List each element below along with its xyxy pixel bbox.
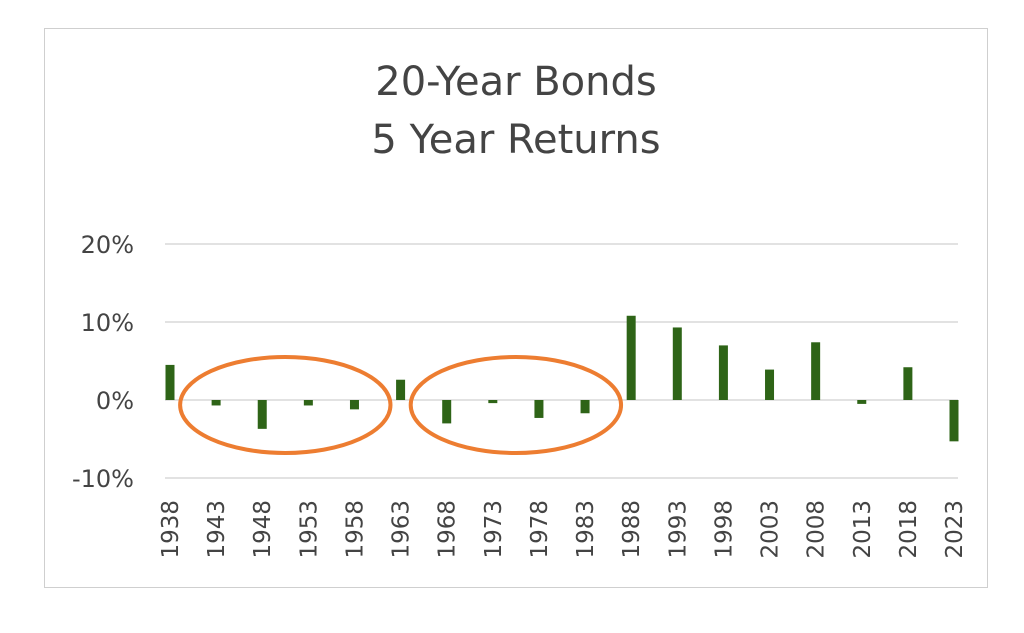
bar-1983 (580, 400, 590, 414)
bars (165, 315, 959, 442)
x-tick-label-1943: 1943 (204, 500, 230, 559)
highlight-ellipses (178, 355, 624, 455)
x-tick-label-1963: 1963 (389, 500, 415, 559)
bar-1973 (488, 400, 498, 404)
bar-1943 (211, 400, 221, 406)
bar-1978 (534, 400, 544, 418)
x-tick-label-1948: 1948 (250, 500, 276, 559)
y-tick-label: 10% (81, 309, 134, 337)
x-tick-label-1983: 1983 (573, 500, 599, 559)
x-tick-label-2013: 2013 (850, 500, 876, 559)
bar-2008 (811, 342, 821, 400)
bar-1968 (442, 400, 452, 424)
bar-2018 (903, 367, 913, 400)
bar-1988 (626, 315, 636, 400)
bar-1993 (672, 327, 682, 400)
chart-title-line-1: 20-Year Bonds (375, 59, 656, 105)
y-tick-label: 20% (81, 231, 134, 259)
highlight-ellipse-1 (178, 355, 393, 455)
bar-2003 (765, 369, 775, 400)
bar-1948 (257, 400, 267, 429)
bar-2023 (949, 400, 959, 442)
x-tick-label-1993: 1993 (665, 500, 691, 559)
x-tick-label-1953: 1953 (296, 500, 322, 559)
x-tick-label-1968: 1968 (435, 500, 461, 559)
x-axis-ticks: 1938 1943 1948 1953 1958 1963 1968 1973 1978 1983… (158, 500, 968, 559)
y-tick-label: -10% (72, 465, 134, 493)
chart-title-line-2: 5 Year Returns (371, 117, 660, 163)
x-tick-label-1938: 1938 (158, 500, 184, 559)
highlight-ellipse-2 (408, 355, 624, 455)
x-tick-label-1998: 1998 (711, 500, 737, 559)
y-axis-ticks: 20% 10% 0% -10% (72, 231, 134, 493)
gridlines (165, 243, 958, 479)
bar-1953 (303, 400, 313, 406)
x-tick-label-1988: 1988 (619, 500, 645, 559)
x-tick-label-2018: 2018 (896, 500, 922, 559)
chart-title: 20-Year Bonds 5 Year Returns (371, 59, 660, 163)
x-tick-label-1973: 1973 (481, 500, 507, 559)
x-tick-label-1958: 1958 (342, 500, 368, 559)
bar-2013 (857, 400, 867, 404)
x-tick-label-2023: 2023 (942, 500, 968, 559)
bar-1958 (349, 400, 359, 410)
bar-1938 (165, 364, 175, 400)
chart-frame (44, 28, 988, 588)
x-tick-label-1978: 1978 (527, 500, 553, 559)
bar-1998 (718, 345, 728, 400)
x-tick-label-2003: 2003 (758, 500, 784, 559)
y-tick-label: 0% (96, 387, 134, 415)
x-tick-label-2008: 2008 (804, 500, 830, 559)
bar-1963 (396, 379, 406, 400)
